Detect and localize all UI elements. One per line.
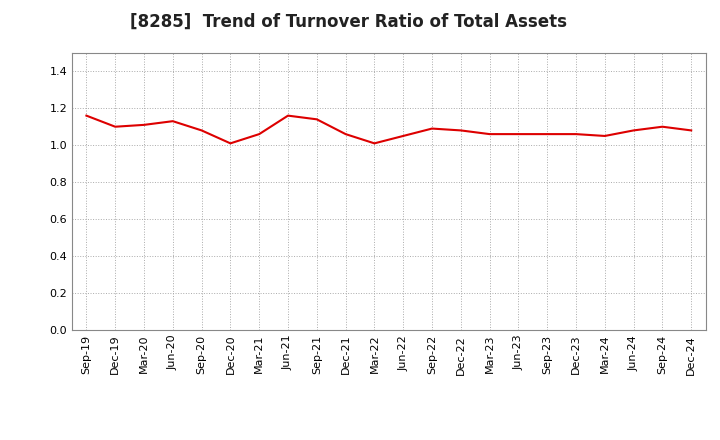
Text: [8285]  Trend of Turnover Ratio of Total Assets: [8285] Trend of Turnover Ratio of Total …: [130, 13, 567, 31]
